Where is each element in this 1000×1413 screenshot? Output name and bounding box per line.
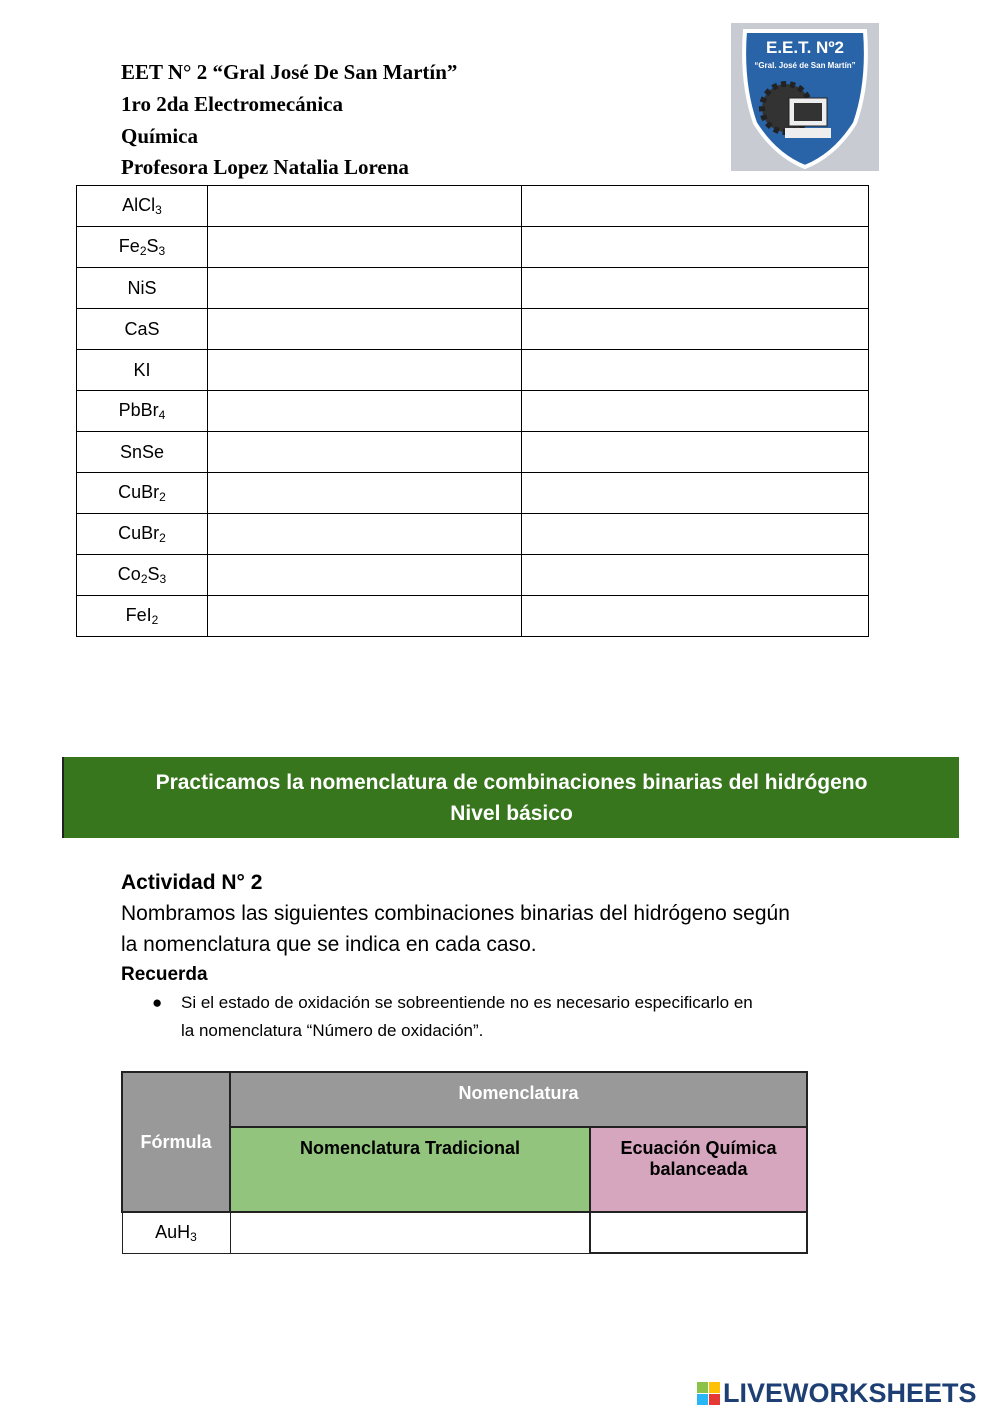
formula-element: Fe bbox=[118, 236, 140, 256]
answer-cell-1[interactable] bbox=[207, 349, 522, 391]
formula-cell: Co2S3 bbox=[76, 554, 208, 596]
formula-cell: Fe2S3 bbox=[76, 226, 208, 268]
liveworksheets-logo: LIVEWORKSHEETS bbox=[697, 1378, 977, 1409]
traditional-header: Nomenclatura Tradicional bbox=[229, 1126, 591, 1213]
formula-header: Fórmula bbox=[121, 1071, 231, 1213]
formula-cell: AlCl3 bbox=[76, 185, 208, 227]
banner-level: Nivel básico bbox=[450, 801, 573, 825]
formula-element: PbBr bbox=[118, 400, 159, 420]
school-logo: E.E.T. Nº2 “Gral. José de San Martín” bbox=[731, 23, 879, 171]
answer-cell-2[interactable] bbox=[521, 390, 869, 432]
answer-cell-2[interactable] bbox=[521, 595, 869, 637]
formula-cell: KI bbox=[76, 349, 208, 391]
logo-title: E.E.T. Nº2 bbox=[766, 38, 844, 57]
table-row: CaS bbox=[76, 308, 869, 350]
formula-cell: PbBr4 bbox=[76, 390, 208, 432]
answer-cell-2[interactable] bbox=[521, 349, 869, 391]
table-row: AlCl3 bbox=[76, 185, 869, 227]
instruction-line-2: la nomenclatura que se indica en cada ca… bbox=[121, 933, 537, 956]
banner-title: Practicamos la nomenclatura de combinaci… bbox=[155, 770, 868, 794]
formula-table: AlCl3 Fe2S3 NiS CaS KI PbBr4 SnSe CuBr2 CuBr2 Co2… bbox=[76, 185, 869, 637]
formula-cell: CuBr2 bbox=[76, 513, 208, 555]
formula-subscript: 3 bbox=[159, 572, 167, 586]
answer-cell-1[interactable] bbox=[207, 595, 522, 637]
formula-element: Al bbox=[122, 195, 139, 215]
formula-element: Co bbox=[117, 564, 141, 584]
answer-cell-1[interactable] bbox=[207, 308, 522, 350]
formula-element: SnSe bbox=[119, 441, 165, 462]
brand-text: LIVEWORKSHEETS bbox=[723, 1378, 977, 1408]
answer-cell-2[interactable] bbox=[521, 513, 869, 555]
answer-cell-1[interactable] bbox=[207, 472, 522, 514]
answer-cell-2[interactable] bbox=[521, 308, 869, 350]
bullet-line-2: la nomenclatura “Número de oxidación”. bbox=[181, 1021, 484, 1040]
formula-element: S bbox=[146, 236, 159, 256]
formula-element: CuBr bbox=[118, 482, 160, 502]
formula-cell: CaS bbox=[76, 308, 208, 350]
formula-subscript: 3 bbox=[158, 244, 166, 258]
answer-cell-1[interactable] bbox=[207, 226, 522, 268]
nomenclatura-header: Nomenclatura bbox=[229, 1071, 808, 1128]
formula-subscript: 2 bbox=[140, 572, 148, 586]
formula-subscript: 2 bbox=[151, 613, 159, 627]
activity-title: Actividad N° 2 bbox=[121, 871, 263, 894]
traditional-answer-input[interactable] bbox=[229, 1211, 591, 1254]
table-row: KI bbox=[76, 349, 869, 391]
equation-answer-input[interactable] bbox=[589, 1211, 808, 1254]
answer-cell-1[interactable] bbox=[207, 431, 522, 473]
formula-cell: SnSe bbox=[76, 431, 208, 473]
table-row: FeI2 bbox=[76, 595, 869, 637]
formula-element: Cl bbox=[138, 195, 156, 215]
formula-cell: AuH3 bbox=[121, 1211, 231, 1254]
table-row: CuBr2 bbox=[76, 513, 869, 555]
formula-subscript: 3 bbox=[155, 203, 162, 217]
formula-element: KI bbox=[133, 359, 151, 380]
formula-cell: CuBr2 bbox=[76, 472, 208, 514]
table-row: NiS bbox=[76, 267, 869, 309]
formula-subscript: 2 bbox=[159, 490, 166, 504]
table-row: Fe2S3 bbox=[76, 226, 869, 268]
answer-cell-1[interactable] bbox=[207, 554, 522, 596]
formula-element: CuBr bbox=[118, 523, 160, 543]
answer-cell-2[interactable] bbox=[521, 472, 869, 514]
answer-cell-2[interactable] bbox=[521, 554, 869, 596]
table-row: CuBr2 bbox=[76, 472, 869, 514]
answer-cell-2[interactable] bbox=[521, 185, 869, 227]
nomenclature-table: Fórmula Nomenclatura Nomenclatura Tradic… bbox=[121, 1071, 808, 1254]
course-name: 1ro 2da Electromecánica bbox=[121, 92, 344, 116]
table-row: PbBr4 bbox=[76, 390, 869, 432]
formula-element: CaS bbox=[124, 318, 160, 339]
formula-element: FeI bbox=[125, 605, 152, 625]
school-name: EET N° 2 “Gral José De San Martín” bbox=[121, 60, 458, 84]
section-banner: Practicamos la nomenclatura de combinaci… bbox=[62, 757, 959, 838]
formula-subscript: 4 bbox=[158, 408, 166, 422]
remember-label: Recuerda bbox=[121, 964, 208, 985]
logo-subtitle: “Gral. José de San Martín” bbox=[754, 61, 855, 70]
answer-cell-1[interactable] bbox=[207, 513, 522, 555]
answer-cell-2[interactable] bbox=[521, 431, 869, 473]
bullet-icon: ● bbox=[152, 993, 163, 1012]
table-row: SnSe bbox=[76, 431, 869, 473]
table-row: Co2S3 bbox=[76, 554, 869, 596]
answer-cell-1[interactable] bbox=[207, 390, 522, 432]
answer-cell-1[interactable] bbox=[207, 185, 522, 227]
formula-cell: FeI2 bbox=[76, 595, 208, 637]
answer-cell-1[interactable] bbox=[207, 267, 522, 309]
formula-element: NiS bbox=[127, 277, 157, 298]
answer-cell-2[interactable] bbox=[521, 267, 869, 309]
formula-subscript: 2 bbox=[139, 244, 147, 258]
equation-header: Ecuación Química balanceada bbox=[589, 1126, 808, 1213]
teacher-name: Profesora Lopez Natalia Lorena bbox=[121, 155, 409, 179]
live-blocks-icon bbox=[697, 1382, 720, 1405]
formula-subscript: 2 bbox=[159, 531, 166, 545]
formula-cell: NiS bbox=[76, 267, 208, 309]
bullet-line-1: Si el estado de oxidación se sobreentien… bbox=[181, 993, 753, 1012]
instruction-line-1: Nombramos las siguientes combinaciones b… bbox=[121, 902, 790, 925]
answer-cell-2[interactable] bbox=[521, 226, 869, 268]
formula-element: S bbox=[147, 564, 160, 584]
subject-name: Química bbox=[121, 124, 198, 148]
